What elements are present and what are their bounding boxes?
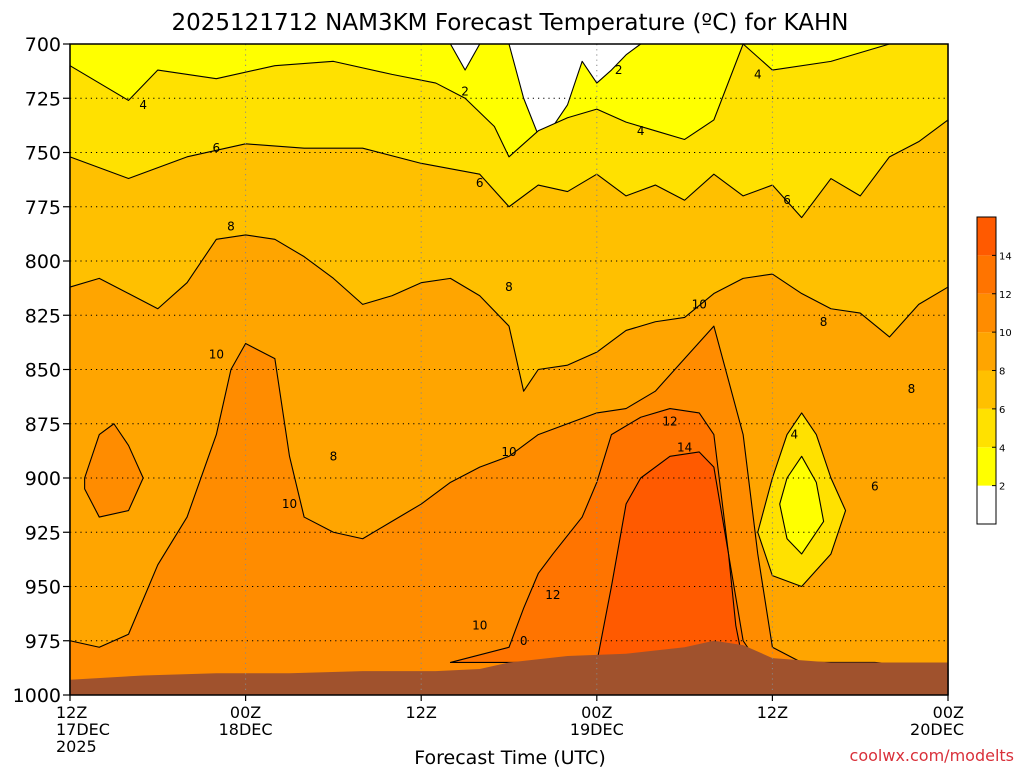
- contour-label: 10: [209, 347, 224, 361]
- colorbar-swatch: [977, 408, 996, 448]
- contour-label: 12: [545, 588, 560, 602]
- temperature-fill-layer: [69, 43, 949, 696]
- colorbar-label: 14: [999, 251, 1012, 262]
- isotherm-blob-2: [779, 455, 825, 555]
- y-tick-label: 700: [25, 34, 61, 56]
- x-tick-label: 2025: [56, 737, 97, 756]
- colorbar: 2 4 6 8 10 12 14: [976, 216, 1012, 525]
- isotherm-band-14: [596, 451, 744, 663]
- x-tick-label: 20DEC: [910, 720, 964, 739]
- colorbar-swatch: [977, 255, 996, 294]
- contour-label: 2: [461, 85, 469, 99]
- x-tick-label: 00Z: [933, 703, 964, 722]
- contour-label: 12: [662, 415, 677, 429]
- colorbar-swatch: [977, 485, 996, 524]
- y-tick-label: 725: [25, 88, 61, 110]
- colorbar-swatch: [977, 217, 996, 256]
- x-tick-label: 00Z: [230, 703, 261, 722]
- x-tick-label: 19DEC: [570, 720, 624, 739]
- y-tick-label: 950: [25, 577, 61, 599]
- y-tick-label: 975: [25, 631, 61, 653]
- colorbar-swatch: [977, 447, 996, 486]
- y-tick-label: 800: [25, 251, 61, 273]
- colorbar-swatch: [977, 293, 996, 333]
- colorbar-label: 4: [999, 443, 1005, 454]
- y-tick-label: 775: [25, 197, 61, 219]
- contour-label: 8: [505, 280, 513, 294]
- contour-label: 4: [139, 98, 147, 112]
- colorbar-label: 6: [999, 405, 1005, 416]
- contour-label: 6: [213, 141, 221, 155]
- x-tick-label: 12Z: [406, 703, 437, 722]
- contour-label: 10: [472, 619, 487, 633]
- contour-label: 4: [791, 428, 799, 442]
- contour-label: 8: [908, 382, 916, 396]
- colorbar-swatch: [977, 332, 996, 371]
- x-tick-label: 17DEC: [56, 720, 110, 739]
- contour-label: 8: [820, 315, 828, 329]
- contour-label: 2: [615, 63, 623, 77]
- x-tick-label: 12Z: [56, 703, 87, 722]
- contour-label: 10: [692, 297, 707, 311]
- y-tick-label: 875: [25, 414, 61, 436]
- y-tick-label: 750: [25, 143, 61, 165]
- y-axis: 700 725 750 775 800 825 850 875 900 925 950 975 1000: [13, 34, 70, 707]
- contour-label: 14: [677, 441, 692, 455]
- terrain-ground: [70, 640, 948, 695]
- y-tick-label: 825: [25, 305, 61, 327]
- x-tick-label: 18DEC: [219, 720, 273, 739]
- x-axis-title: Forecast Time (UTC): [414, 747, 605, 768]
- contour-label: 6: [476, 176, 484, 190]
- colorbar-label: 8: [999, 367, 1005, 378]
- y-tick-label: 1000: [13, 685, 61, 707]
- chart-title: 2025121712 NAM3KM Forecast Temperature (…: [172, 10, 849, 36]
- x-tick-label: 00Z: [581, 703, 612, 722]
- contour-label: 6: [783, 193, 791, 207]
- contour-label: 4: [637, 124, 645, 138]
- colorbar-swatch: [977, 370, 996, 409]
- colorbar-label: 2: [999, 482, 1005, 493]
- contour-label: 10: [501, 445, 516, 459]
- colorbar-label: 10: [999, 328, 1012, 339]
- contour-label: 0: [520, 634, 528, 648]
- y-tick-label: 925: [25, 522, 61, 544]
- colorbar-label: 12: [999, 290, 1012, 301]
- contour-label: 10: [282, 497, 297, 511]
- contour-label: 8: [227, 219, 235, 233]
- x-tick-label: 12Z: [757, 703, 788, 722]
- y-tick-label: 900: [25, 468, 61, 490]
- y-tick-label: 850: [25, 360, 61, 382]
- contour-label: 8: [330, 449, 338, 463]
- grid-layer: [69, 43, 949, 696]
- terrain-layer: [70, 640, 948, 695]
- source-credit: coolwx.com/modelts: [850, 746, 1014, 765]
- contour-label: 6: [871, 480, 879, 494]
- contour-label: 4: [754, 67, 762, 81]
